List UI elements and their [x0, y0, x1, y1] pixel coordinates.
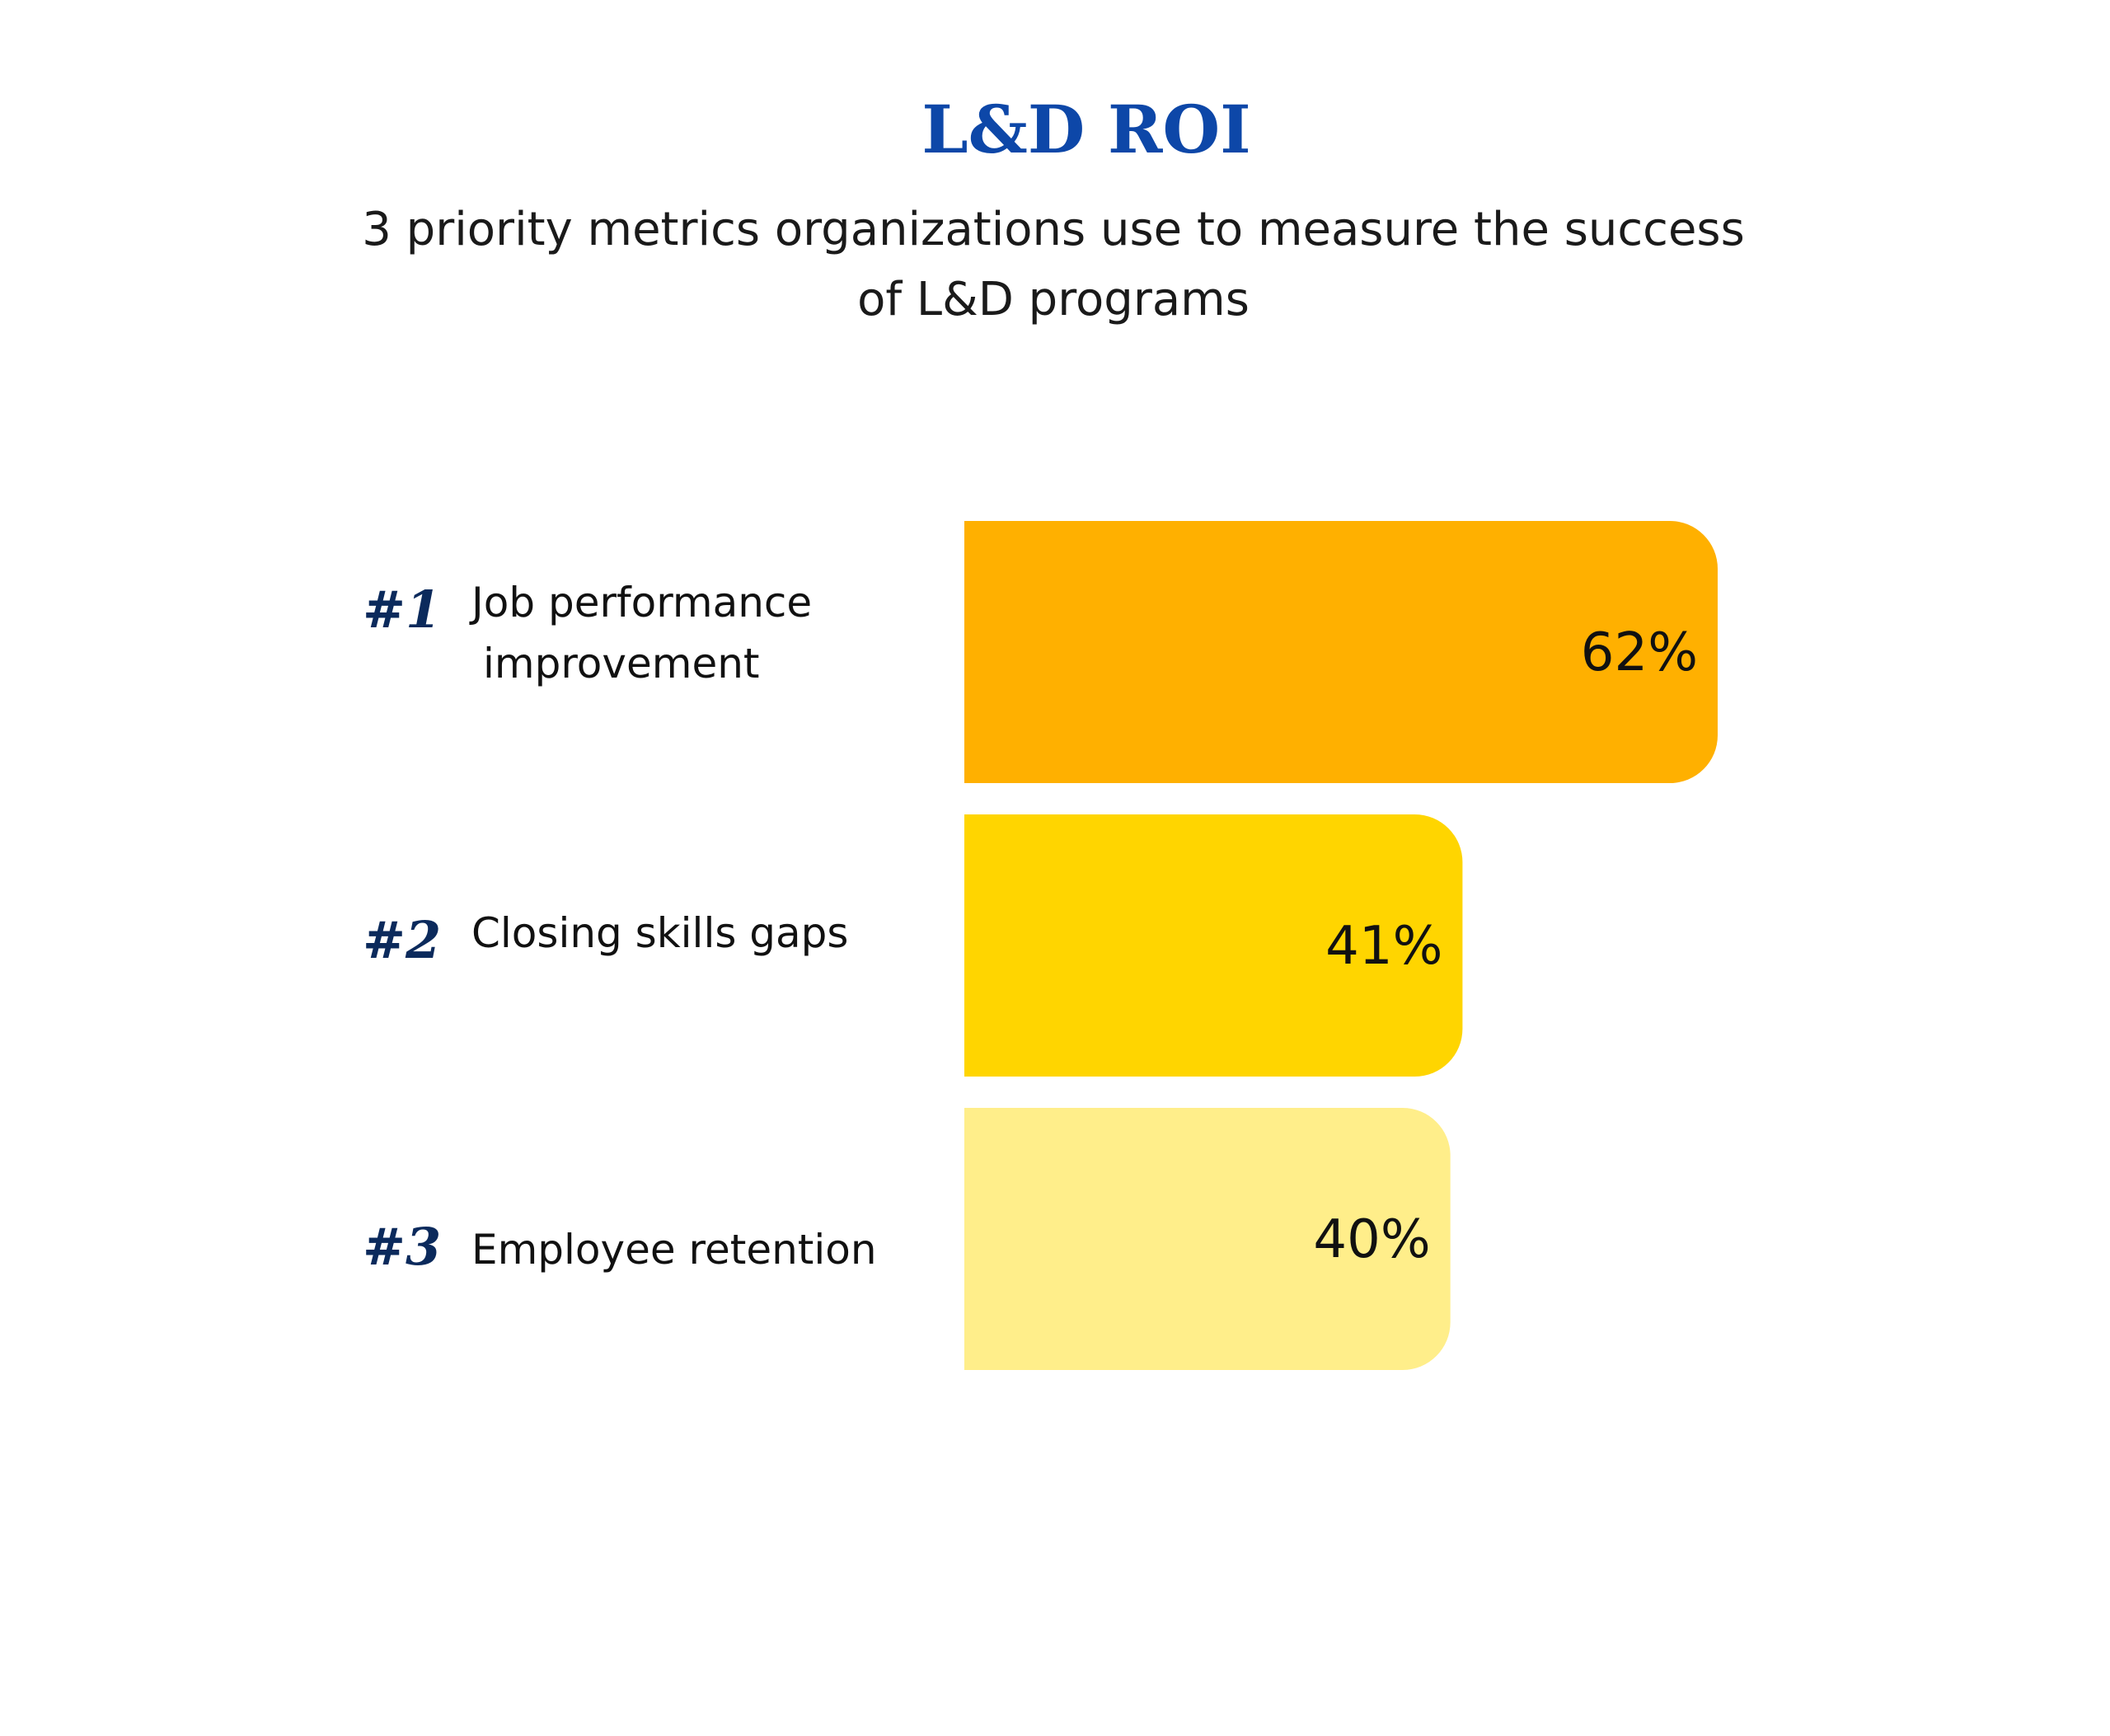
bar-2 [964, 814, 1463, 1077]
bar-3 [964, 1108, 1451, 1370]
rank-label-1: #1 [363, 579, 441, 640]
chart-title: L&D ROI [921, 91, 1250, 168]
chart-subtitle-line-1: 3 priority metrics organizations use to … [362, 203, 1745, 256]
category-label-1-line-1: Job performance [469, 579, 812, 626]
rank-label-2: #2 [363, 910, 441, 970]
category-label-1-line-2: improvement [483, 640, 760, 687]
category-label-2-line-1: Closing skills gaps [471, 909, 848, 957]
bar-1 [964, 521, 1718, 783]
value-label-2: 41% [1325, 916, 1442, 977]
value-label-1: 62% [1581, 622, 1698, 683]
value-label-3: 40% [1313, 1209, 1430, 1270]
rank-label-3: #3 [363, 1217, 441, 1277]
chart-subtitle-line-2: of L&D programs [857, 273, 1250, 326]
bar-group: 62% #1 Job performance improvement 41% #2 Clos… [363, 521, 1718, 1370]
category-label-3-line-1: Employee retention [471, 1226, 877, 1274]
